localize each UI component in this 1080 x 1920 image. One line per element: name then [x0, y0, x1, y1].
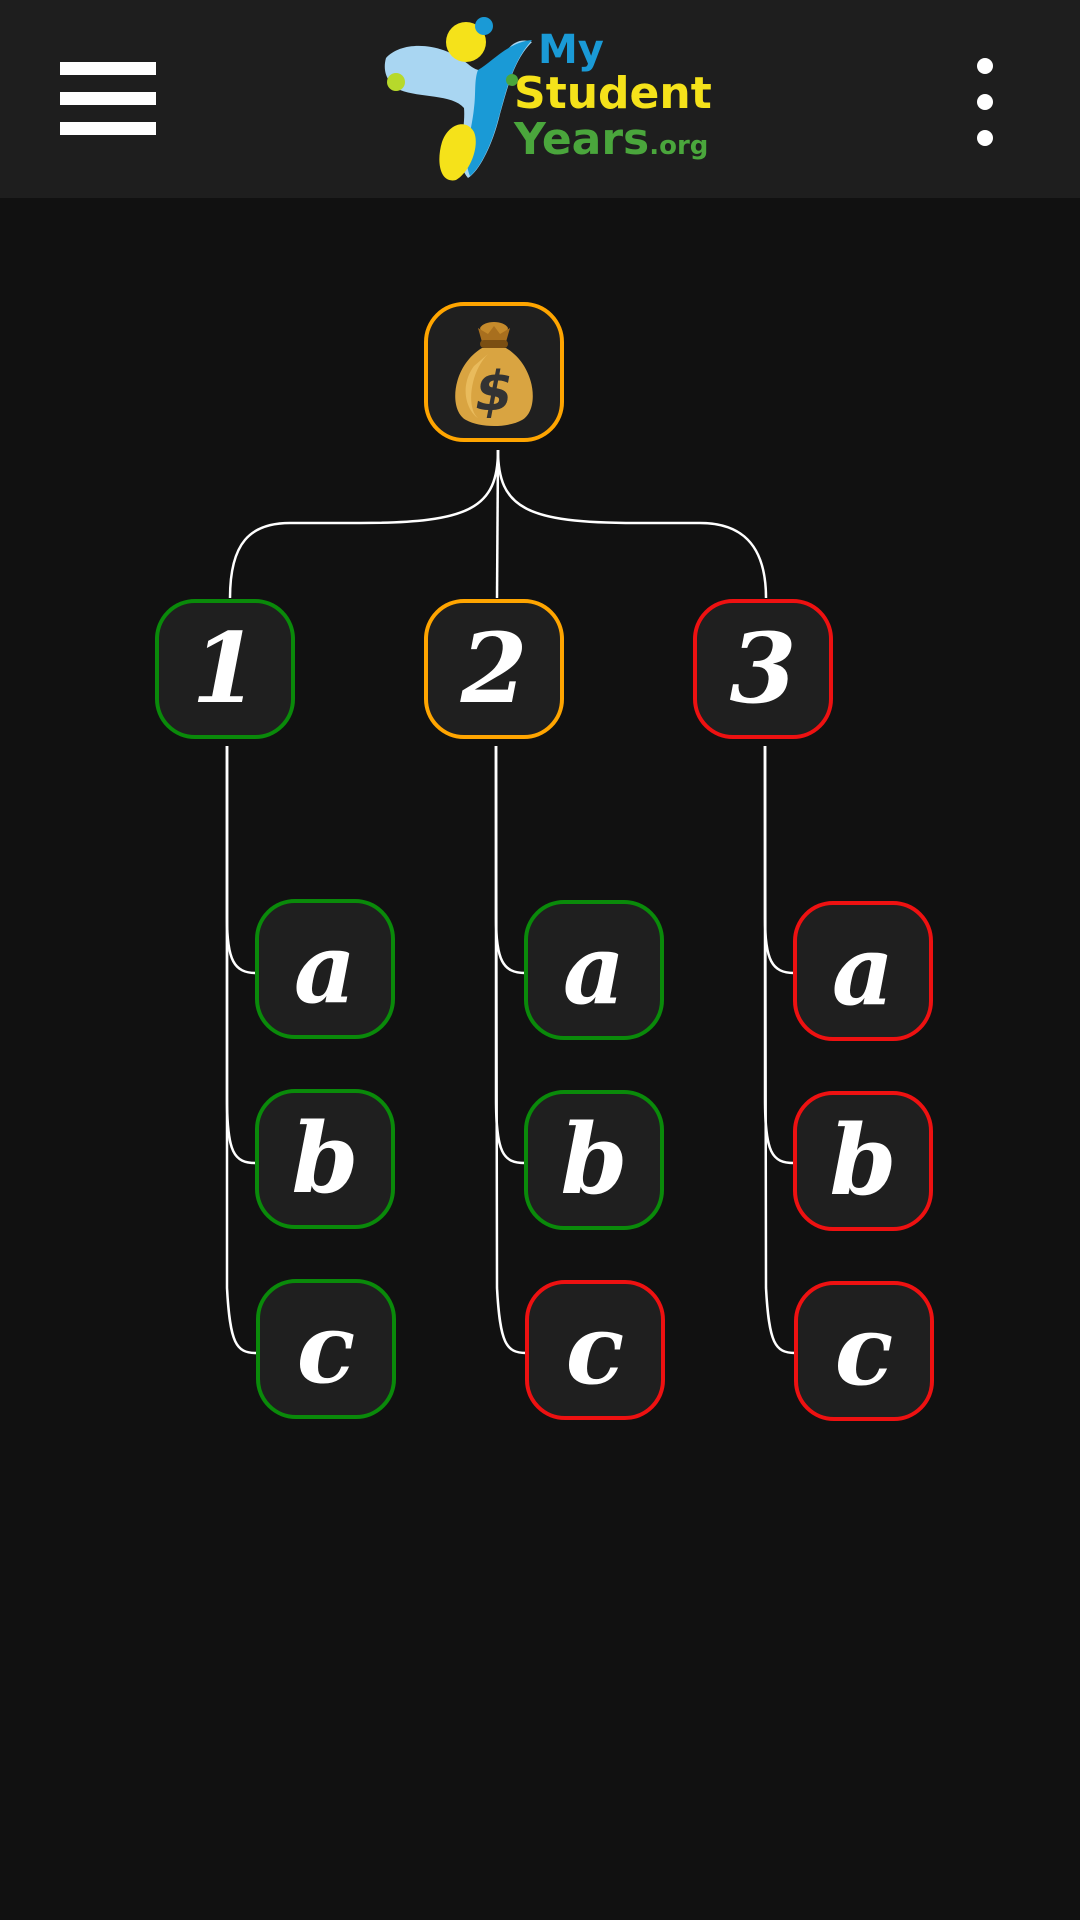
- branch-label: 3: [729, 612, 797, 725]
- branch-node-1[interactable]: 1: [155, 599, 295, 739]
- leaf-node-1b[interactable]: b: [255, 1089, 395, 1229]
- money-bag-icon: $: [455, 322, 533, 426]
- svg-text:$: $: [475, 360, 513, 423]
- leaf-label: a: [562, 913, 626, 1026]
- leaf-node-3a[interactable]: a: [793, 901, 933, 1041]
- app-header: My Student Years.org: [0, 0, 1080, 198]
- branch-node-3[interactable]: 3: [693, 599, 833, 739]
- logo-text-years: Years.org: [514, 118, 712, 162]
- branch-node-2[interactable]: 2: [424, 599, 564, 739]
- dot: [977, 94, 993, 110]
- goal-tree: $ 1 2 3 a b c a b c a b c: [0, 198, 1080, 1920]
- branch-label: 1: [191, 612, 259, 725]
- branch-label: 2: [460, 612, 528, 725]
- menu-bar: [60, 62, 156, 75]
- connector-root-3: [496, 449, 768, 599]
- connector-2a: [494, 746, 526, 975]
- leaf-label: b: [291, 1102, 359, 1215]
- tree-connectors: [225, 449, 796, 1355]
- connector-1a: [225, 746, 257, 975]
- connector-3c: [763, 745, 796, 1355]
- leaf-label: a: [831, 914, 895, 1027]
- leaf-node-2c[interactable]: c: [525, 1280, 665, 1420]
- connector-3a: [763, 746, 795, 975]
- logo-text-my: My: [538, 27, 604, 73]
- leaf-node-2b[interactable]: b: [524, 1090, 664, 1230]
- leaf-label: c: [565, 1293, 625, 1406]
- connector-2c: [494, 745, 527, 1355]
- connector-1c: [225, 746, 257, 1355]
- logo-text-org: .org: [649, 131, 709, 161]
- leaf-node-1c[interactable]: c: [256, 1279, 396, 1419]
- root-node[interactable]: $: [424, 302, 564, 442]
- dot: [977, 130, 993, 146]
- leaf-label: b: [829, 1104, 897, 1217]
- leaf-label: c: [834, 1294, 894, 1407]
- connector-root-1: [228, 449, 500, 599]
- menu-bar: [60, 122, 156, 135]
- logo-wordmark: My Student Years.org: [514, 30, 712, 162]
- dot: [977, 58, 993, 74]
- logo-text-years-main: Years: [514, 114, 650, 165]
- site-logo[interactable]: My Student Years.org: [382, 12, 712, 188]
- connector-root-2: [495, 449, 500, 599]
- more-options-button[interactable]: [960, 52, 1010, 152]
- leaf-label: b: [560, 1103, 628, 1216]
- leaf-label: a: [293, 912, 357, 1025]
- leaf-node-2a[interactable]: a: [524, 900, 664, 1040]
- logo-text-student: Student: [514, 68, 712, 119]
- leaf-label: c: [296, 1292, 356, 1405]
- leaf-node-1a[interactable]: a: [255, 899, 395, 1039]
- logo-figure-icon: [384, 17, 532, 181]
- menu-bar: [60, 92, 156, 105]
- hamburger-menu-button[interactable]: [52, 56, 156, 142]
- leaf-node-3c[interactable]: c: [794, 1281, 934, 1421]
- leaf-node-3b[interactable]: b: [793, 1091, 933, 1231]
